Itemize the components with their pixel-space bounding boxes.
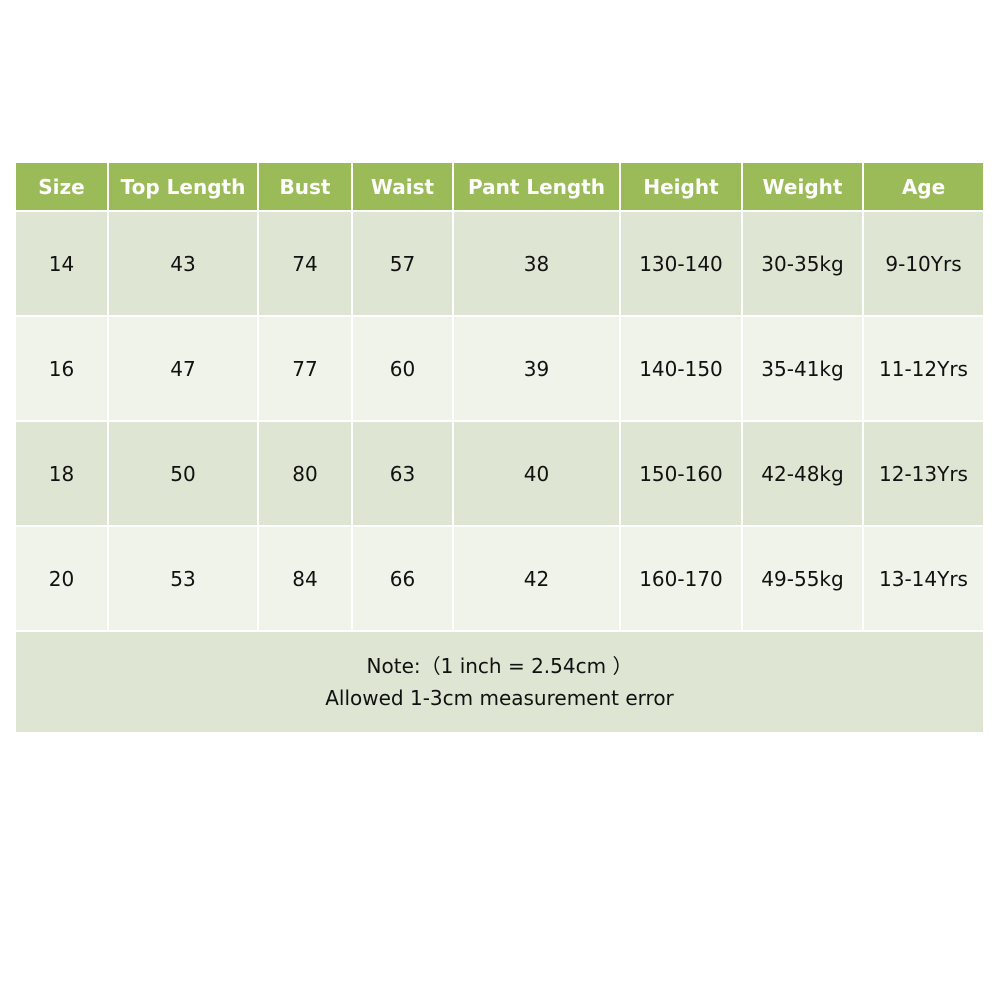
table-cell: 42	[452, 525, 621, 632]
note-cell: Note:（1 inch = 2.54cm ） Allowed 1-3cm mea…	[14, 630, 985, 734]
table-cell: 74	[257, 210, 353, 317]
note-unit: Note:（1 inch = 2.54cm ）	[366, 654, 633, 678]
table-cell: 14	[14, 210, 109, 317]
table-cell: 80	[257, 420, 353, 527]
table-row: 18 50 80 63 40 150-160 42-48kg 12-13Yrs	[14, 420, 985, 527]
table-cell: 49-55kg	[741, 525, 864, 632]
table-cell: 77	[257, 315, 353, 422]
table-cell: 63	[351, 420, 454, 527]
table-cell: 11-12Yrs	[862, 315, 985, 422]
note-row: Note:（1 inch = 2.54cm ） Allowed 1-3cm mea…	[14, 630, 985, 734]
table-cell: 20	[14, 525, 109, 632]
size-chart-table: Size Top Length Bust Waist Pant Length Height…	[14, 161, 985, 734]
table-cell: 13-14Yrs	[862, 525, 985, 632]
table-cell: 9-10Yrs	[862, 210, 985, 317]
column-header: Top Length	[107, 161, 259, 212]
table-cell: 43	[107, 210, 259, 317]
header-row: Size Top Length Bust Waist Pant Length Height…	[14, 161, 985, 212]
note-error: Allowed 1-3cm measurement error	[325, 686, 674, 710]
table-row: 20 53 84 66 42 160-170 49-55kg 13-14Yrs	[14, 525, 985, 632]
table-cell: 130-140	[619, 210, 743, 317]
table-cell: 50	[107, 420, 259, 527]
table-cell: 35-41kg	[741, 315, 864, 422]
table-cell: 38	[452, 210, 621, 317]
table-cell: 42-48kg	[741, 420, 864, 527]
column-header: Age	[862, 161, 985, 212]
table-cell: 160-170	[619, 525, 743, 632]
table-cell: 18	[14, 420, 109, 527]
table-cell: 47	[107, 315, 259, 422]
table-cell: 57	[351, 210, 454, 317]
table-row: 14 43 74 57 38 130-140 30-35kg 9-10Yrs	[14, 210, 985, 317]
table-cell: 53	[107, 525, 259, 632]
column-header: Bust	[257, 161, 353, 212]
table-cell: 39	[452, 315, 621, 422]
table-cell: 12-13Yrs	[862, 420, 985, 527]
table-cell: 84	[257, 525, 353, 632]
column-header: Size	[14, 161, 109, 212]
table-cell: 60	[351, 315, 454, 422]
column-header: Waist	[351, 161, 454, 212]
table-cell: 30-35kg	[741, 210, 864, 317]
column-header: Height	[619, 161, 743, 212]
column-header: Weight	[741, 161, 864, 212]
table-cell: 40	[452, 420, 621, 527]
table-cell: 150-160	[619, 420, 743, 527]
table-row: 16 47 77 60 39 140-150 35-41kg 11-12Yrs	[14, 315, 985, 422]
table-cell: 66	[351, 525, 454, 632]
table-cell: 16	[14, 315, 109, 422]
table-cell: 140-150	[619, 315, 743, 422]
column-header: Pant Length	[452, 161, 621, 212]
